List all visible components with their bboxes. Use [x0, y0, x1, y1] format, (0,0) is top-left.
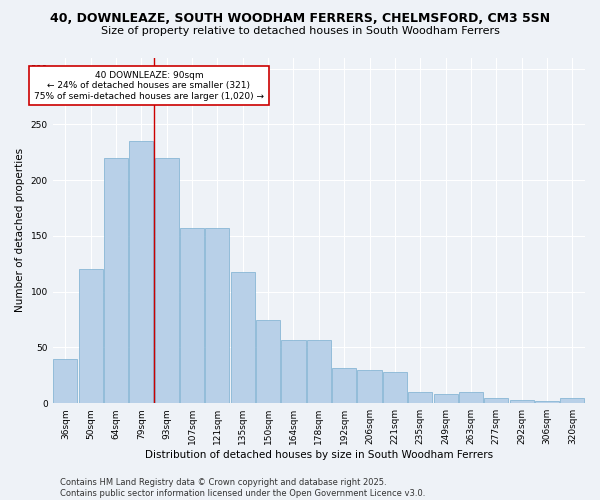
Bar [535, 401, 559, 403]
Text: 40 DOWNLEAZE: 90sqm
← 24% of detached houses are smaller (321)
75% of semi-detac: 40 DOWNLEAZE: 90sqm ← 24% of detached ho… [34, 71, 264, 101]
Bar [231, 272, 255, 403]
Bar [256, 320, 280, 403]
Bar [155, 158, 179, 403]
Text: Size of property relative to detached houses in South Woodham Ferrers: Size of property relative to detached ho… [101, 26, 499, 36]
Bar [180, 228, 204, 403]
Bar [53, 358, 77, 403]
Bar [104, 158, 128, 403]
Bar [307, 340, 331, 403]
X-axis label: Distribution of detached houses by size in South Woodham Ferrers: Distribution of detached houses by size … [145, 450, 493, 460]
Bar [79, 270, 103, 403]
Bar [130, 141, 154, 403]
Bar [332, 368, 356, 403]
Bar [205, 228, 229, 403]
Bar [383, 372, 407, 403]
Bar [281, 340, 305, 403]
Bar [509, 400, 533, 403]
Bar [560, 398, 584, 403]
Bar [459, 392, 483, 403]
Bar [434, 394, 458, 403]
Bar [358, 370, 382, 403]
Bar [408, 392, 432, 403]
Bar [484, 398, 508, 403]
Text: Contains HM Land Registry data © Crown copyright and database right 2025.
Contai: Contains HM Land Registry data © Crown c… [60, 478, 425, 498]
Y-axis label: Number of detached properties: Number of detached properties [15, 148, 25, 312]
Text: 40, DOWNLEAZE, SOUTH WOODHAM FERRERS, CHELMSFORD, CM3 5SN: 40, DOWNLEAZE, SOUTH WOODHAM FERRERS, CH… [50, 12, 550, 26]
